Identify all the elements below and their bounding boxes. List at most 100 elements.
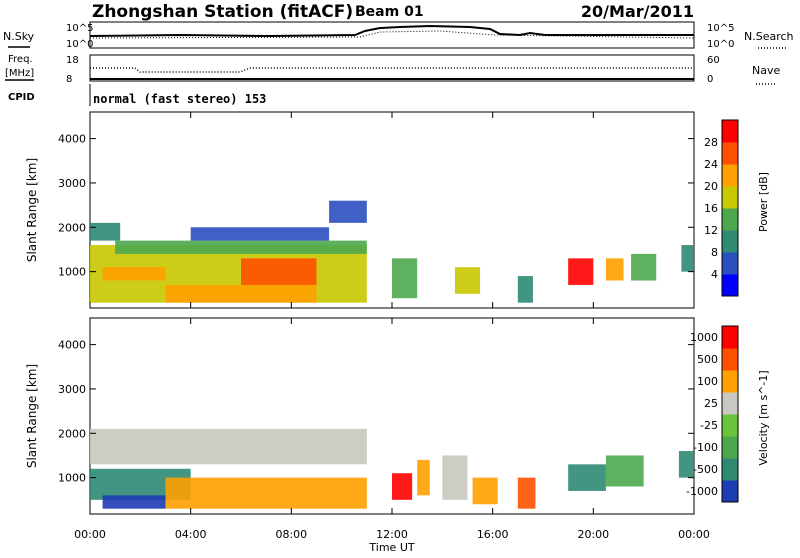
freq-tick-top: 18 (66, 55, 79, 66)
nave-tick-bottom: 0 (707, 74, 713, 85)
nsky-label: N.Sky (3, 30, 35, 43)
power-echo-region-14 (681, 245, 694, 272)
noise-tick-top-right: 10^5 (707, 23, 734, 34)
power-colorbar-segment-2 (722, 230, 738, 253)
cpid-label: CPID (8, 92, 35, 103)
power-colorbar-tick-3: 16 (704, 202, 718, 215)
velocity-echo-region-4 (392, 473, 413, 500)
velocity-y-tick-label-3: 4000 (58, 339, 86, 352)
power-colorbar-segment-5 (722, 164, 738, 187)
power-echo-region-2 (115, 240, 367, 254)
velocity-echo-region-9 (568, 464, 606, 491)
velocity-colorbar-tick-4: -25 (700, 419, 718, 432)
velocity-colorbar-segment-6 (722, 348, 738, 371)
time-tick-label-3: 12:00 (376, 528, 408, 541)
time-tick-label-6: 00:00 (678, 528, 710, 541)
nsky-trace (89, 24, 694, 38)
power-colorbar-segment-1 (722, 252, 738, 275)
freq-unit-label: [MHz] (5, 68, 34, 79)
station-title: Zhongshan Station (fitACF) (92, 2, 353, 22)
noise-tick-bottom-left: 10^0 (66, 39, 93, 50)
date-label: 20/Mar/2011 (581, 2, 694, 21)
velocity-colorbar-tick-7: -1000 (686, 485, 718, 498)
velocity-echo-region-11 (678, 451, 694, 478)
power-colorbar-segment-7 (722, 120, 738, 143)
beam-label: Beam 01 (355, 4, 424, 20)
power-colorbar-tick-5: 24 (704, 158, 718, 171)
velocity-y-tick-label-1: 2000 (58, 427, 86, 440)
velocity-echo-region-7 (472, 477, 498, 505)
velocity-colorbar-segment-3 (722, 414, 738, 437)
power-colorbar-tick-2: 12 (704, 224, 718, 237)
nsearch-label: N.Search (744, 30, 794, 43)
power-y-tick-label-1: 2000 (58, 221, 86, 234)
noise-tick-bottom-right: 10^0 (707, 39, 734, 50)
velocity-colorbar-segment-2 (722, 436, 738, 459)
power-echo-region-3 (190, 227, 330, 241)
velocity-colorbar-label: Velocity [m s^-1] (757, 370, 770, 465)
velocity-colorbar-tick-5: -100 (693, 441, 718, 454)
time-tick-label-5: 20:00 (577, 528, 609, 541)
nave-trace (90, 67, 694, 73)
power-echo-region-6 (102, 267, 166, 281)
power-colorbar-tick-0: 4 (711, 268, 718, 281)
time-tick-label-0: 00:00 (74, 528, 106, 541)
velocity-echo-region-3 (102, 495, 166, 509)
velocity-heatmap-panel: 1000 2000 3000 4000 Slant Range [km] (25, 317, 695, 515)
power-colorbar-tick-4: 20 (704, 180, 718, 193)
power-echo-region-11 (568, 258, 594, 285)
power-echo-region-13 (631, 253, 657, 281)
velocity-colorbar-tick-0: 1000 (690, 331, 718, 344)
velocity-echo-region-5 (417, 459, 430, 496)
noise-tick-top-left: 10^5 (66, 23, 93, 34)
nave-label: Nave (752, 64, 780, 77)
power-colorbar-segment-3 (722, 208, 738, 231)
time-tick-label-1: 04:00 (175, 528, 207, 541)
power-echo-region-8 (392, 258, 418, 299)
velocity-y-tick-label-2: 3000 (58, 383, 86, 396)
velocity-colorbar-tick-2: 100 (697, 375, 718, 388)
power-colorbar-segment-4 (722, 186, 738, 209)
power-heatmap-panel: 1000 2000 3000 4000 Slant Range [km] (25, 111, 695, 309)
power-y-axis-label: Slant Range [km] (25, 158, 39, 262)
power-echo-region-12 (605, 258, 624, 281)
power-colorbar-tick-1: 8 (711, 246, 718, 259)
velocity-echo-region-2 (165, 477, 367, 509)
time-axis-label: Time UT (368, 541, 414, 554)
power-echo-region-7 (329, 200, 367, 223)
velocity-echo-region-10 (605, 455, 644, 487)
freq-tick-bottom: 8 (66, 74, 72, 85)
velocity-colorbar-tick-3: 25 (704, 397, 718, 410)
power-colorbar-segment-0 (722, 274, 738, 297)
power-echo-region-9 (454, 267, 481, 294)
power-y-tick-label-3: 4000 (58, 133, 86, 146)
velocity-colorbar-tick-1: 500 (697, 353, 718, 366)
velocity-echo-region-8 (517, 477, 536, 509)
mode-label: normal (fast stereo) 153 (93, 92, 266, 106)
velocity-colorbar-tick-6: -500 (693, 463, 718, 476)
power-echo-region-1 (90, 222, 121, 241)
velocity-colorbar-segment-0 (722, 480, 738, 503)
velocity-y-tick-label-0: 1000 (58, 472, 86, 485)
velocity-colorbar-segment-5 (722, 370, 738, 393)
velocity-colorbar-segment-4 (722, 392, 738, 415)
nave-tick-top: 60 (707, 55, 720, 66)
power-y-tick-label-0: 1000 (58, 266, 86, 279)
power-colorbar-label: Power [dB] (757, 172, 770, 232)
power-colorbar-tick-6: 28 (704, 136, 718, 149)
power-echo-region-4 (165, 284, 317, 303)
velocity-colorbar-frame (721, 325, 739, 503)
power-y-tick-label-2: 3000 (58, 177, 86, 190)
velocity-colorbar-segment-1 (722, 458, 738, 481)
time-tick-label-4: 16:00 (477, 528, 509, 541)
nsearch-trace (89, 30, 695, 39)
freq-panel-frame (89, 54, 695, 82)
velocity-y-axis-label: Slant Range [km] (25, 364, 39, 468)
power-colorbar-segment-6 (722, 142, 738, 165)
velocity-echo-region-0 (90, 428, 367, 465)
velocity-echo-region-6 (442, 455, 468, 500)
freq-label: Freq. (8, 54, 33, 65)
velocity-colorbar-segment-7 (722, 326, 738, 349)
